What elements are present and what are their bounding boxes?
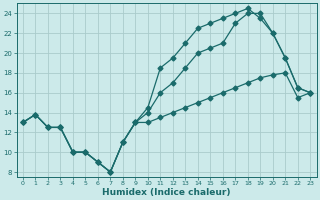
- X-axis label: Humidex (Indice chaleur): Humidex (Indice chaleur): [102, 188, 231, 197]
